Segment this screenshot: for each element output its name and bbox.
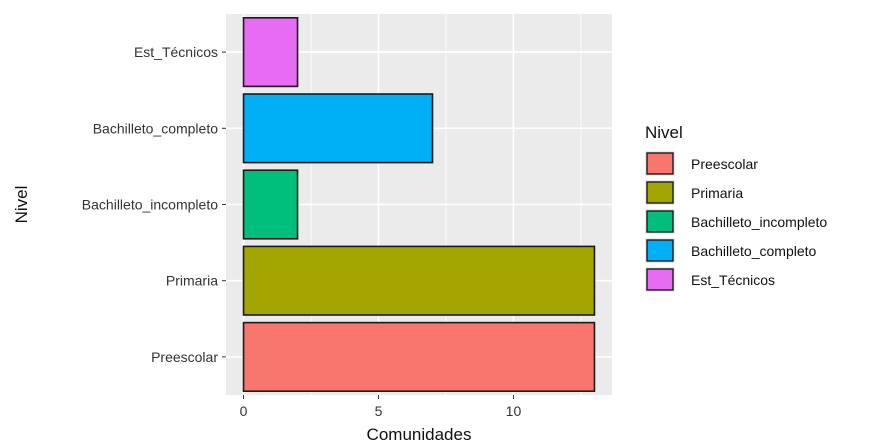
legend-swatch [646,152,674,175]
legend-label: Est_Técnicos [691,272,775,288]
legend-swatch [646,268,674,291]
bar-preescolar [242,321,596,392]
y-tick-label: Bachilleto_completo [93,120,219,136]
x-axis-title: Comunidades [367,425,472,444]
bars [242,17,596,392]
legend-label: Bachilleto_incompleto [691,214,827,230]
legend-swatch [646,239,674,262]
x-tick-label: 0 [240,403,248,419]
bar-est-t-cnicos [242,17,299,88]
legend-label: Preescolar [691,156,758,172]
y-axis: Preescolar Primaria Bachilleto_incompleto B… [82,44,226,365]
y-tick-label: Est_Técnicos [134,44,218,60]
legend-title: Nivel [645,123,683,142]
y-tick-label: Preescolar [151,349,218,365]
bar-bachilleto-completo [242,93,434,164]
y-tick-label: Bachilleto_incompleto [82,197,218,213]
legend-label: Primaria [691,185,743,201]
y-axis-title: Nivel [12,186,31,224]
legend-label: Bachilleto_completo [691,243,817,259]
bar-primaria [242,245,596,316]
legend-swatch [646,181,674,204]
bar-bachilleto-incompleto [242,169,299,240]
legend: Nivel Preescolar Primaria Bachilleto_incom… [645,123,827,292]
x-tick-label: 5 [375,403,383,419]
x-axis: 0 5 10 [240,395,522,419]
x-tick-label: 10 [506,403,522,419]
legend-swatch [646,210,674,233]
y-tick-label: Primaria [166,273,218,289]
